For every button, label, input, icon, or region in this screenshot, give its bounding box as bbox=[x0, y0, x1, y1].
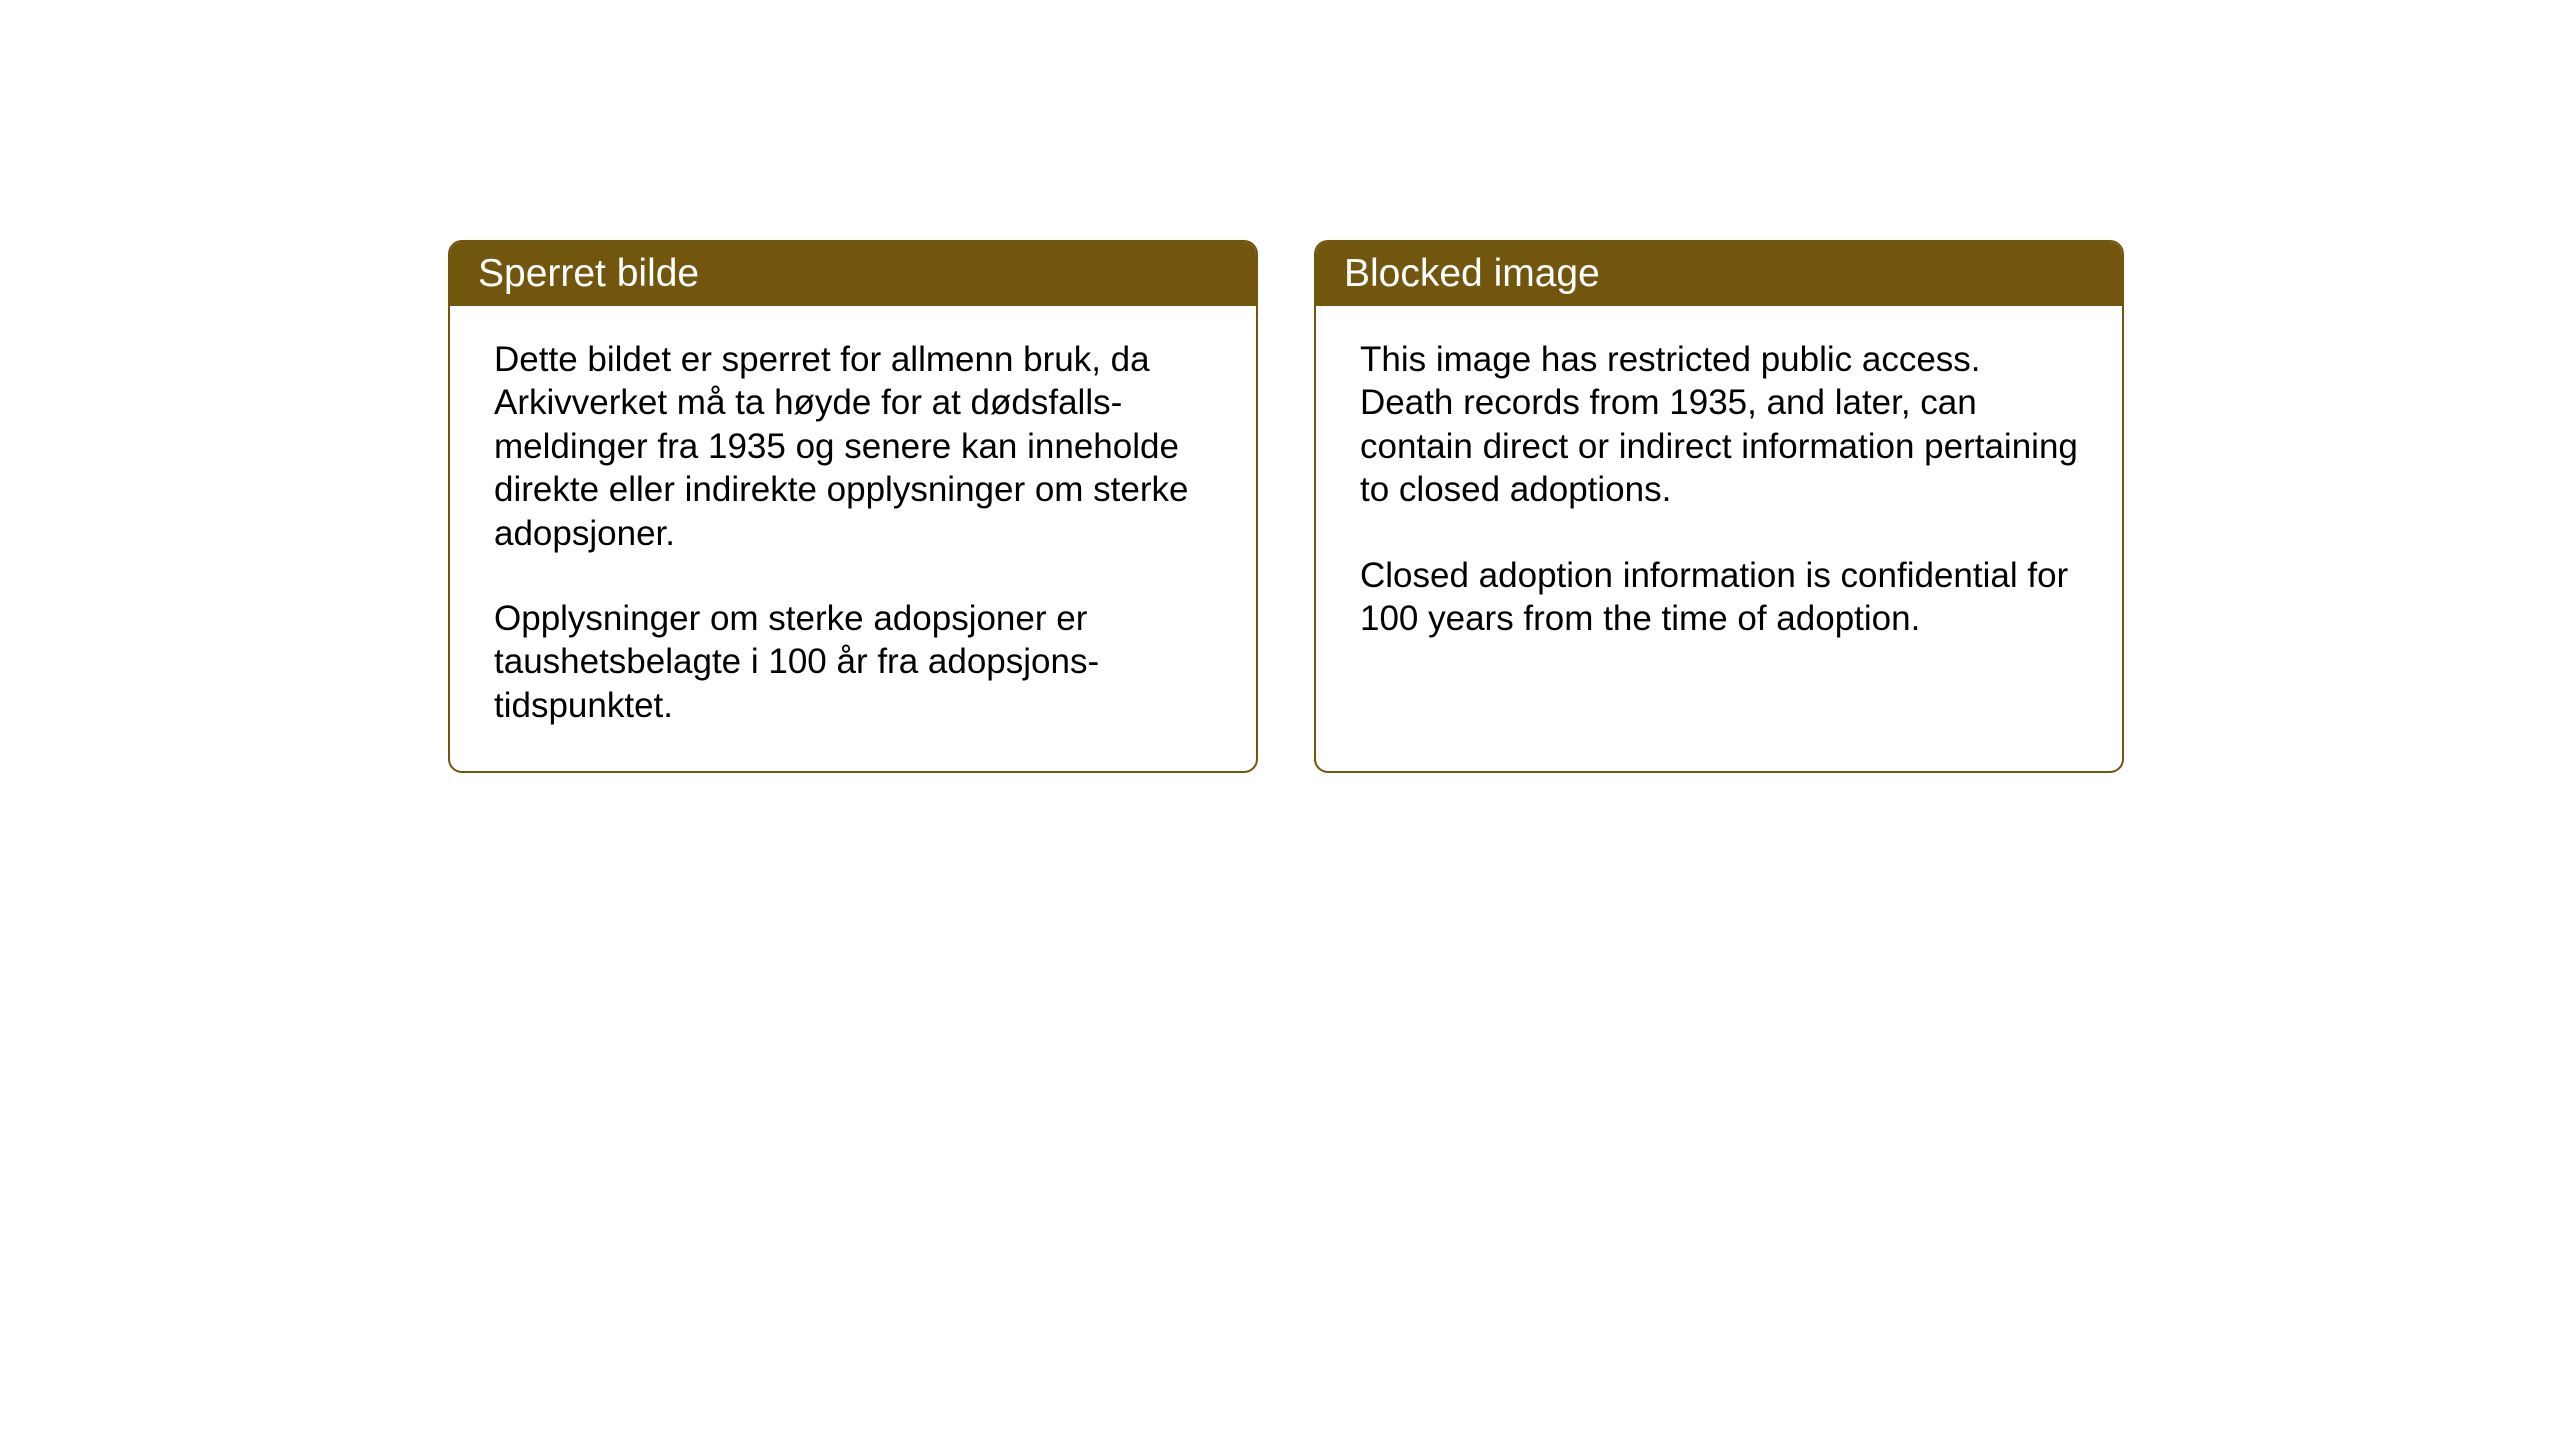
notice-paragraph-no-1: Dette bildet er sperret for allmenn bruk… bbox=[494, 338, 1212, 555]
notice-header-norwegian: Sperret bilde bbox=[450, 242, 1256, 306]
notice-body-english: This image has restricted public access.… bbox=[1316, 306, 2122, 738]
notice-paragraph-en-1: This image has restricted public access.… bbox=[1360, 338, 2078, 512]
notice-header-english: Blocked image bbox=[1316, 242, 2122, 306]
notice-paragraph-en-2: Closed adoption information is confident… bbox=[1360, 554, 2078, 641]
notice-body-norwegian: Dette bildet er sperret for allmenn bruk… bbox=[450, 306, 1256, 771]
notice-paragraph-no-2: Opplysninger om sterke adopsjoner er tau… bbox=[494, 597, 1212, 727]
notice-container: Sperret bilde Dette bildet er sperret fo… bbox=[448, 240, 2124, 773]
notice-box-english: Blocked image This image has restricted … bbox=[1314, 240, 2124, 773]
notice-box-norwegian: Sperret bilde Dette bildet er sperret fo… bbox=[448, 240, 1258, 773]
